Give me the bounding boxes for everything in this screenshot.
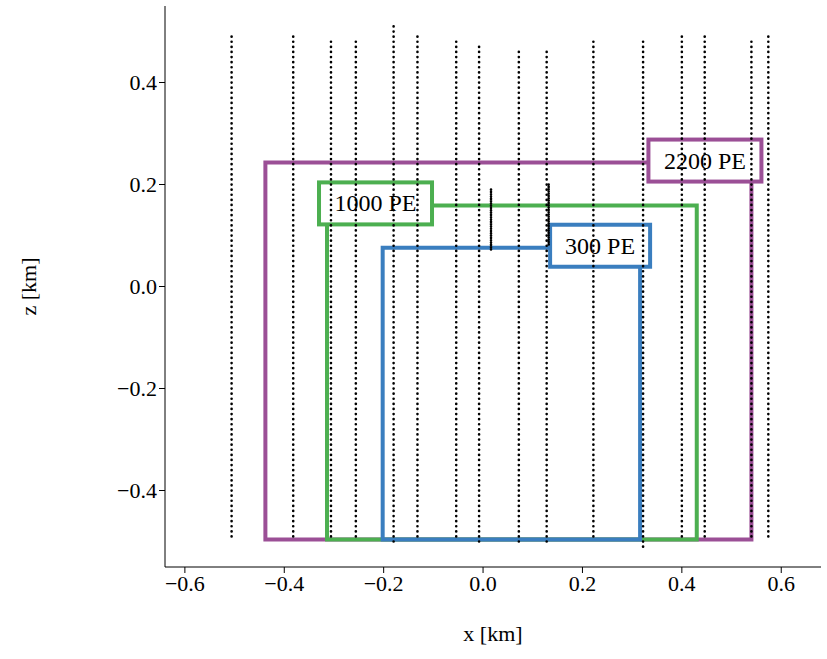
svg-text:1000 PE: 1000 PE — [335, 190, 417, 216]
svg-text:x [km]: x [km] — [463, 621, 522, 646]
svg-text:−0.4: −0.4 — [264, 571, 304, 596]
svg-text:2200 PE: 2200 PE — [663, 147, 746, 174]
svg-text:0.2: 0.2 — [569, 571, 597, 596]
svg-text:−0.6: −0.6 — [165, 571, 205, 596]
svg-text:−0.4: −0.4 — [117, 478, 157, 503]
svg-text:z [km]: z [km] — [16, 257, 41, 315]
svg-text:0.4: 0.4 — [668, 571, 696, 596]
svg-text:−0.2: −0.2 — [364, 571, 404, 596]
svg-text:−0.2: −0.2 — [117, 376, 157, 401]
svg-text:0.4: 0.4 — [130, 70, 158, 95]
svg-text:0.0: 0.0 — [469, 571, 497, 596]
svg-text:0.6: 0.6 — [767, 571, 795, 596]
svg-text:300 PE: 300 PE — [565, 233, 635, 259]
svg-text:0.2: 0.2 — [130, 172, 158, 197]
svg-text:0.0: 0.0 — [130, 274, 158, 299]
